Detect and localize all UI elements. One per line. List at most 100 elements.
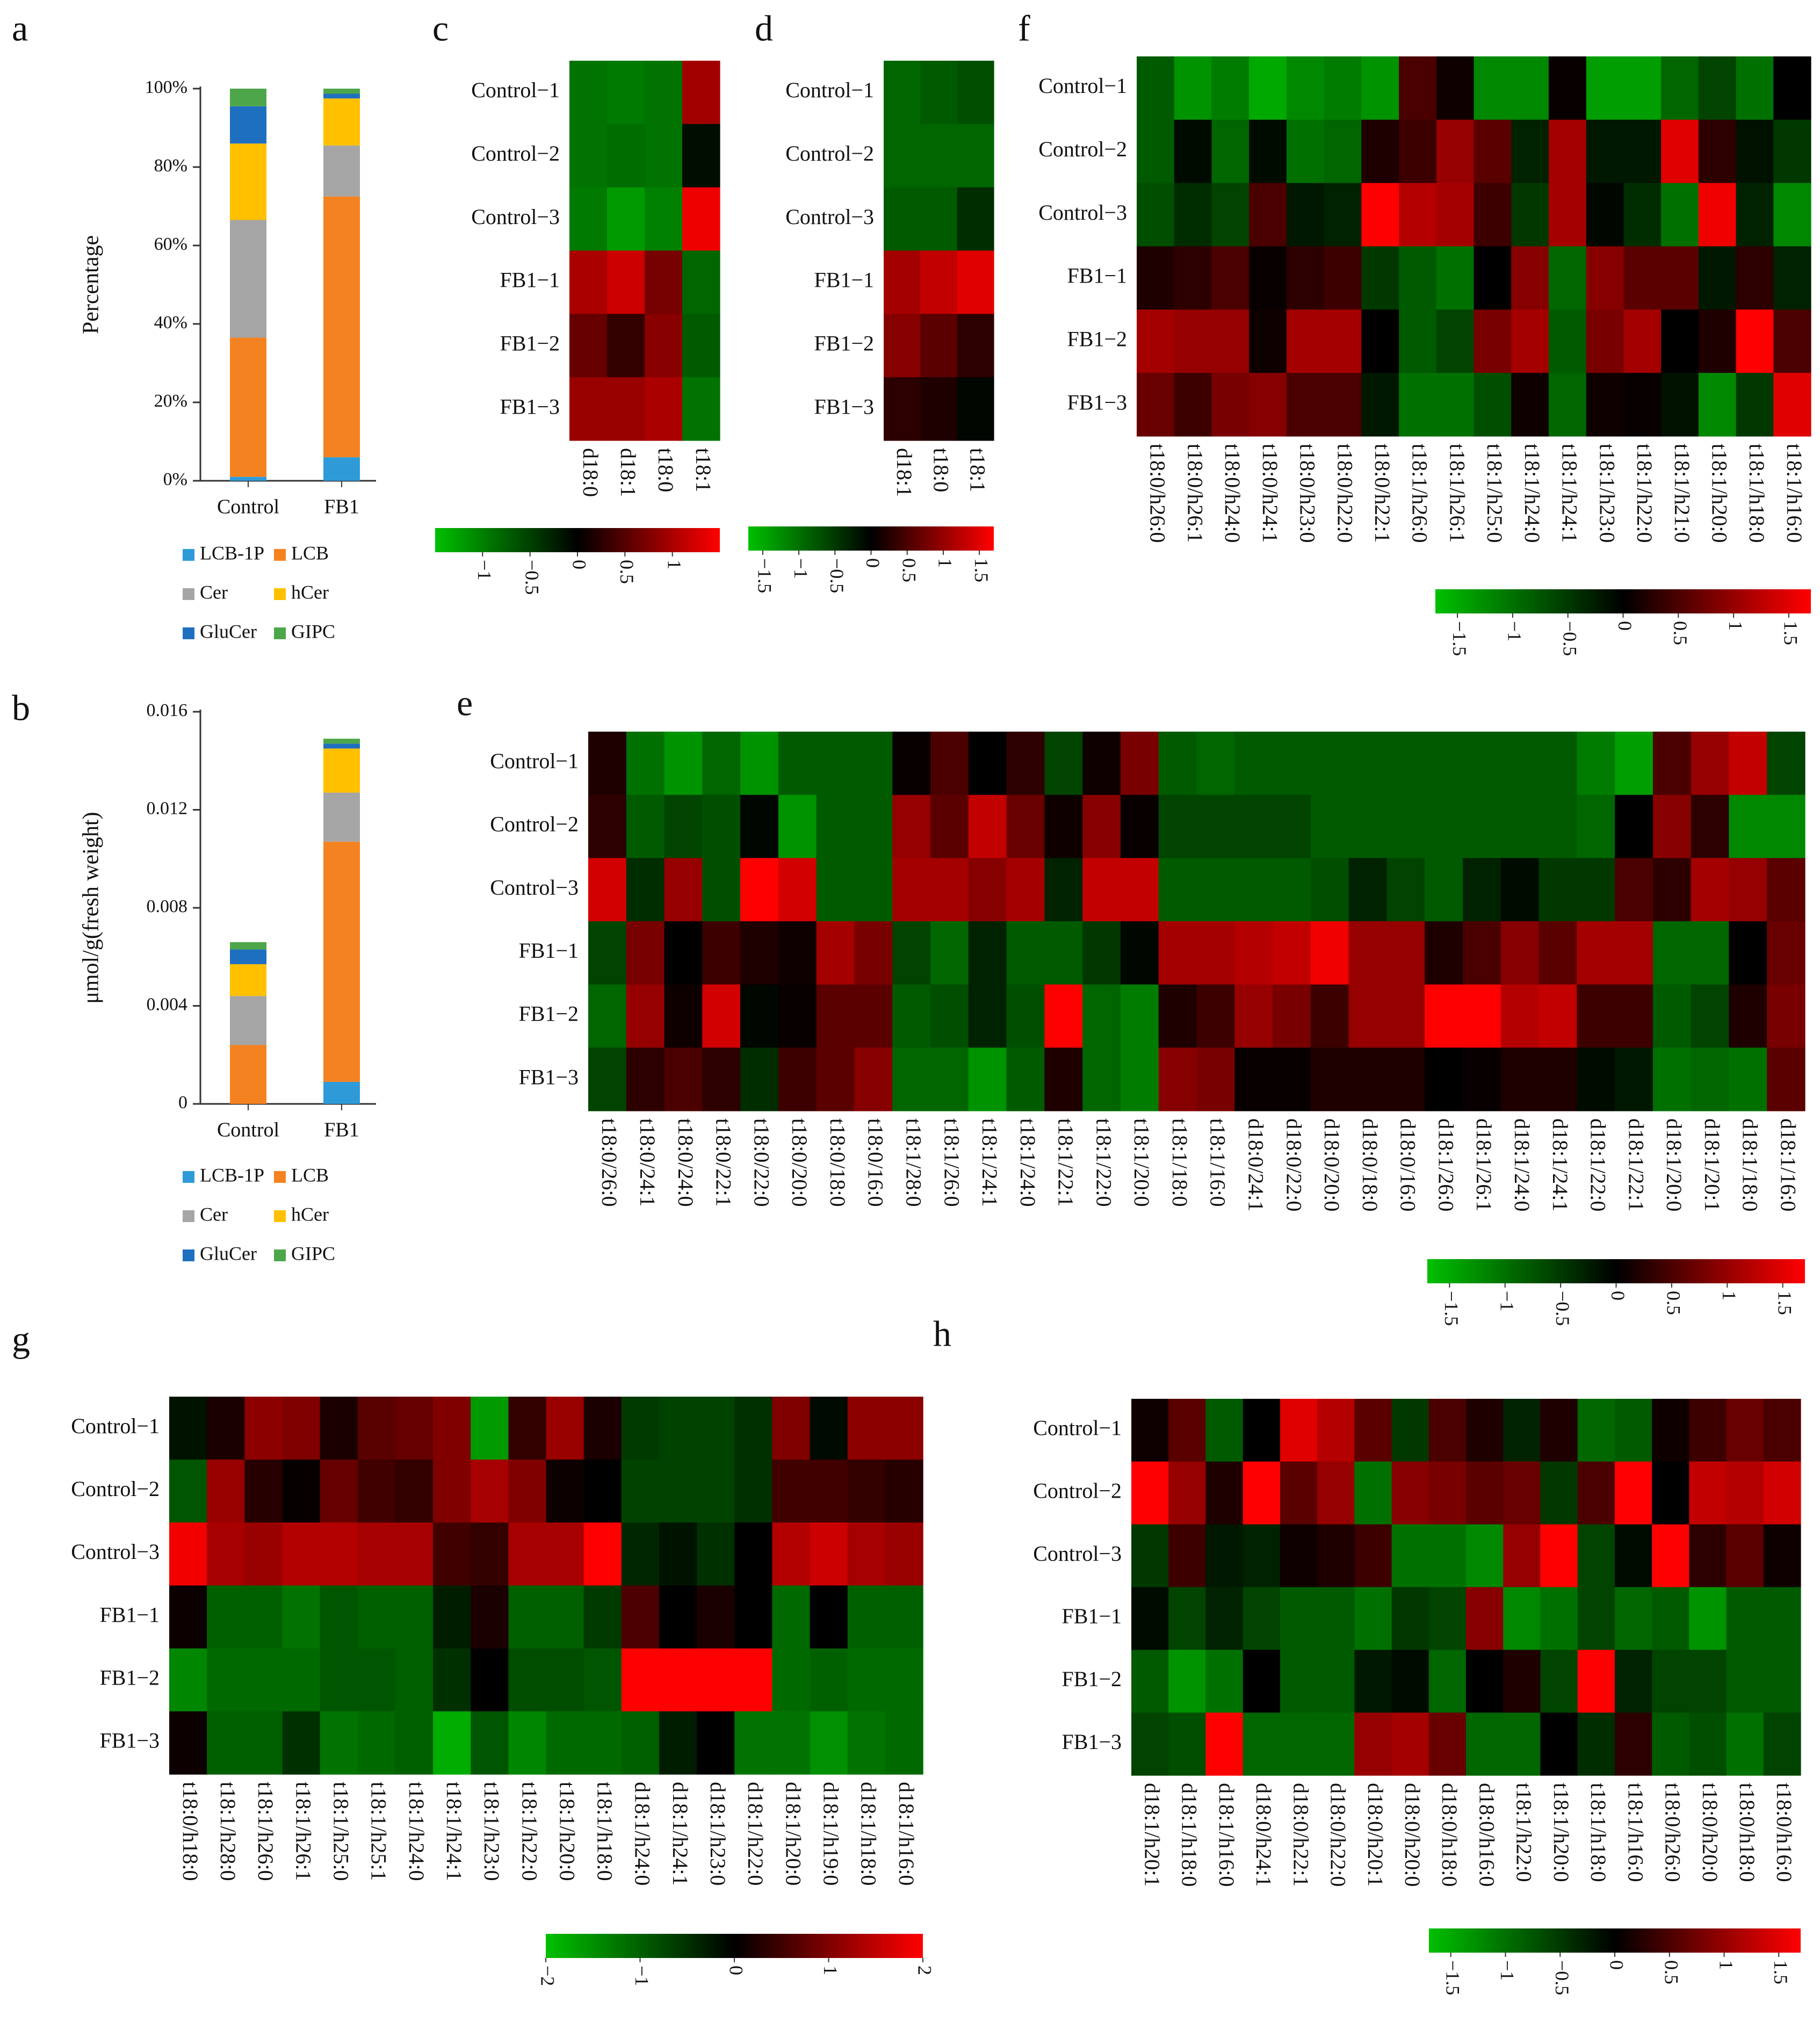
- column-label: t18:1/24:0: [1016, 1118, 1040, 1206]
- color-key-label: 0: [1607, 1291, 1629, 1300]
- panel-c: c Control−1 Control−2 Control−3 FB1−1 FB1−2 FB…: [432, 8, 720, 595]
- heat-cell: [1548, 183, 1587, 247]
- heat-cell: [433, 1585, 471, 1649]
- heat-cell: [1044, 732, 1083, 796]
- heat-cell: [1691, 858, 1730, 922]
- column-label: t18:0/h26:0: [1661, 1783, 1685, 1882]
- heat-cell: [1425, 858, 1463, 922]
- bar-segment-glucer-control: [230, 106, 266, 144]
- heat-cell: [1131, 1587, 1169, 1650]
- heat-cell: [471, 1460, 509, 1523]
- legend-swatch-gipc: [274, 1249, 286, 1261]
- heat-cell: [920, 250, 958, 314]
- heat-cell: [1466, 1713, 1504, 1776]
- heat-cell: [1280, 1399, 1318, 1462]
- column-label: t18:1/h23:0: [1595, 444, 1619, 543]
- heat-cell: [1729, 921, 1767, 985]
- heat-cell: [588, 984, 627, 1048]
- heat-cell: [1726, 1524, 1764, 1588]
- heat-cell: [395, 1397, 434, 1460]
- heat-cell: [1131, 1399, 1169, 1462]
- heat-cell: [1615, 1047, 1653, 1111]
- heat-cell: [1324, 183, 1362, 247]
- heat-cell: [1168, 1524, 1206, 1588]
- color-key-label: 0.5: [1670, 621, 1691, 645]
- heat-cell: [816, 1047, 855, 1111]
- column-label: d18:0/h22:0: [1326, 1783, 1350, 1887]
- heat-cell: [778, 1047, 817, 1111]
- bar-segment-cer-fb1: [323, 792, 360, 842]
- heat-cell: [1399, 246, 1437, 310]
- column-label: d18:0/16:0: [1396, 1118, 1420, 1211]
- heat-cell: [740, 984, 779, 1048]
- color-key-label: −1: [1504, 621, 1526, 641]
- legend-swatch-lcb: [274, 549, 286, 561]
- heat-cell: [1120, 732, 1159, 796]
- heat-cell: [508, 1522, 547, 1586]
- heat-cell: [588, 732, 627, 796]
- heat-cell: [1425, 794, 1463, 858]
- heat-cell: [682, 377, 720, 441]
- heat-cell: [854, 984, 893, 1048]
- heat-cell: [1158, 1047, 1197, 1111]
- y-tick-label: 0: [178, 1093, 187, 1112]
- heat-cell: [920, 314, 958, 378]
- heat-cell: [1234, 732, 1273, 796]
- heat-cell: [1428, 1650, 1467, 1713]
- heat-cell: [1354, 1713, 1392, 1776]
- heat-cell: [645, 250, 683, 314]
- x-tick-label: Control: [217, 1119, 279, 1141]
- heat-cell: [471, 1711, 509, 1775]
- column-label: t18:0/16:0: [864, 1118, 888, 1206]
- heat-cell: [645, 124, 683, 188]
- heat-cell: [583, 1397, 622, 1460]
- heat-cell: [1500, 984, 1540, 1048]
- heat-cell: [1158, 921, 1197, 985]
- color-key-label: 0.5: [616, 560, 638, 584]
- bar-segment-cer-fb1: [323, 145, 360, 197]
- heat-cell: [1474, 183, 1512, 247]
- heat-cell: [1273, 794, 1311, 858]
- heat-cell: [569, 377, 608, 441]
- heat-cell: [1205, 1524, 1244, 1588]
- heat-cell: [1006, 732, 1045, 796]
- legend-swatch-glucer: [183, 1249, 194, 1261]
- heat-cell: [892, 984, 931, 1048]
- heat-cell: [1391, 1650, 1429, 1713]
- color-key-label: 0: [1606, 1960, 1628, 1970]
- heat-cell: [1652, 858, 1692, 922]
- heat-cell: [847, 1711, 886, 1775]
- heat-cell: [1500, 1047, 1540, 1111]
- heat-cell: [1773, 246, 1811, 310]
- heat-cell: [1280, 1461, 1318, 1525]
- heat-cell: [320, 1585, 358, 1649]
- heat-cell: [1577, 921, 1615, 985]
- heat-cell: [1586, 309, 1624, 373]
- column-label: t18:0/20:0: [788, 1118, 812, 1206]
- color-key-label: −0.5: [1551, 1960, 1573, 1995]
- heat-cell: [1763, 1461, 1801, 1525]
- column-label: d18:0/h20:1: [1363, 1783, 1388, 1887]
- heat-cell: [607, 250, 645, 314]
- column-label: d18:1/h19:0: [819, 1782, 843, 1885]
- heat-cell: [1006, 1047, 1045, 1111]
- panel-label-b: b: [12, 688, 30, 728]
- heat-cell: [1196, 921, 1235, 985]
- heat-cell: [847, 1397, 886, 1460]
- heat-cell: [546, 1397, 584, 1460]
- heat-cell: [1243, 1461, 1281, 1525]
- heat-cell: [892, 921, 931, 985]
- heat-cell: [1044, 1047, 1083, 1111]
- heat-cell: [607, 61, 645, 125]
- heat-cell: [1158, 984, 1197, 1048]
- heat-cell: [1310, 858, 1349, 922]
- heat-cell: [1006, 858, 1045, 922]
- heat-cell: [1767, 921, 1805, 985]
- heat-cell: [957, 124, 994, 188]
- column-label: d18:1/26:1: [1472, 1118, 1496, 1211]
- heat-cell: [645, 377, 683, 441]
- heat-cell: [1211, 309, 1250, 373]
- color-key-label: −2: [537, 1966, 559, 1986]
- heat-cell: [664, 858, 703, 922]
